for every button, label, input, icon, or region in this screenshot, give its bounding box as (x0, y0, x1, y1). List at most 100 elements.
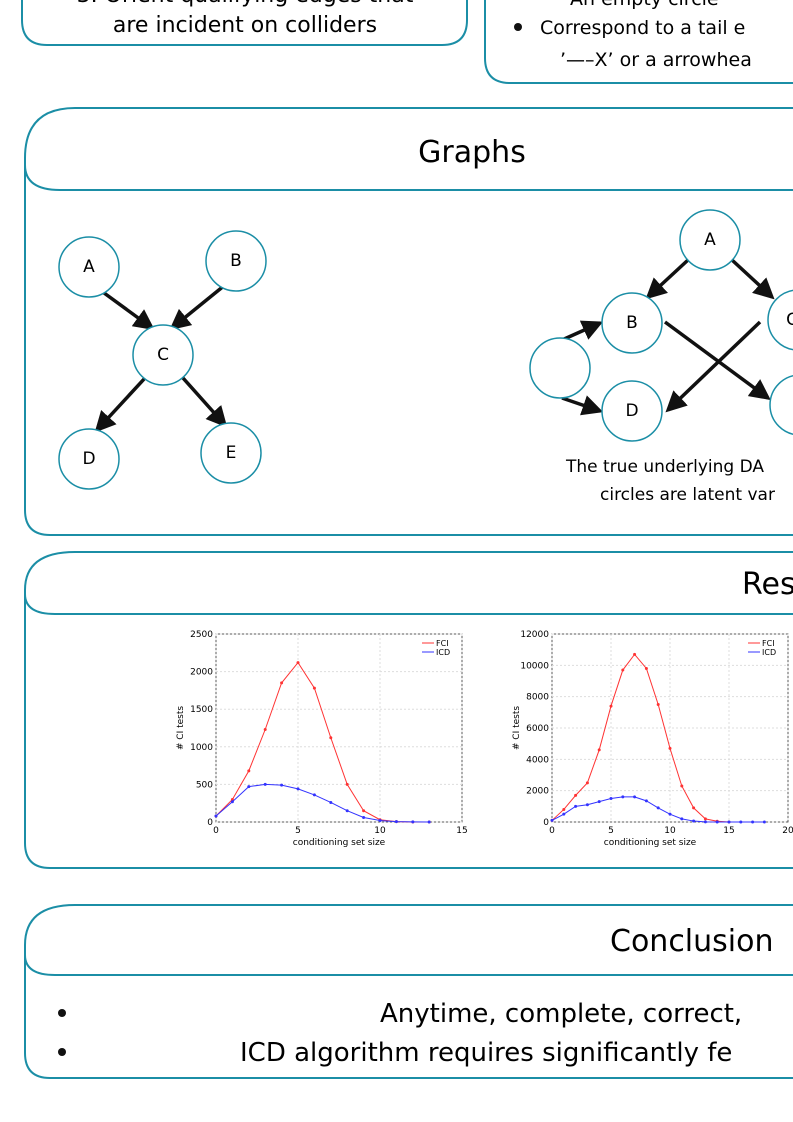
point (715, 820, 719, 824)
text: 3. Orient qualifying edges that (77, 0, 414, 8)
point (609, 704, 613, 708)
node (200, 422, 262, 484)
x-axis-label: conditioning set size (604, 838, 697, 848)
point (668, 746, 672, 750)
node-label: C (786, 310, 793, 330)
node (601, 380, 663, 442)
x-tick-label: 10 (664, 826, 676, 836)
y-tick-label: 12000 (520, 630, 549, 640)
edge (561, 320, 604, 342)
point (692, 806, 696, 810)
text: Correspond to a tail e (540, 17, 745, 39)
point (680, 784, 684, 788)
y-tick-label: 500 (196, 780, 213, 790)
panel-title: Res (742, 567, 793, 602)
node (132, 324, 194, 386)
node-label: A (83, 257, 95, 277)
point (230, 797, 234, 801)
panel-header (24, 164, 793, 191)
point (427, 820, 431, 824)
point (739, 820, 743, 824)
point (362, 815, 366, 819)
x-tick-label: 5 (295, 826, 301, 836)
edge (169, 283, 227, 331)
graph: A B C D E (58, 230, 267, 490)
edge (645, 258, 690, 300)
y-axis-label: # CI tests (176, 706, 186, 750)
y-tick-label: 4000 (526, 755, 549, 765)
x-tick-label: 15 (456, 826, 467, 836)
plot-area (215, 633, 463, 823)
node-label: D (625, 401, 638, 421)
series-line (215, 783, 430, 823)
panel-header (24, 593, 793, 615)
point (362, 809, 366, 813)
node (529, 337, 591, 399)
legend-label: FCI (436, 639, 449, 648)
point (312, 686, 316, 690)
x-tick-label: 0 (213, 826, 219, 836)
edge (181, 376, 228, 428)
point (633, 652, 637, 656)
point (280, 681, 284, 685)
point (762, 820, 766, 824)
point (378, 818, 382, 822)
point (609, 797, 613, 800)
panel (24, 107, 793, 536)
y-tick-label: 1500 (190, 705, 213, 715)
y-tick-label: 0 (543, 818, 549, 828)
node (205, 230, 267, 292)
point (621, 668, 625, 672)
panel (24, 904, 793, 1079)
node-label: C (157, 345, 169, 365)
bullet-text: Anytime, complete, correct, (380, 999, 742, 1029)
point (585, 781, 589, 785)
point (574, 793, 578, 797)
x-tick-label: 20 (782, 826, 793, 836)
edge (663, 320, 771, 401)
text: An empty circle (570, 0, 719, 10)
point (329, 800, 333, 804)
edge (665, 320, 762, 413)
y-tick-label: 10000 (520, 661, 549, 671)
point (411, 820, 415, 824)
legend-label: FCI (762, 639, 775, 648)
panel (24, 551, 793, 869)
point (751, 820, 755, 824)
y-axis-label: # CI tests (512, 706, 522, 750)
bullet (58, 1048, 66, 1056)
point (692, 819, 696, 823)
y-tick-label: 1000 (190, 743, 213, 753)
point (703, 817, 707, 821)
node (767, 289, 793, 351)
point (312, 793, 316, 797)
y-tick-label: 8000 (526, 693, 549, 703)
point (214, 814, 218, 818)
x-tick-label: 10 (374, 826, 386, 836)
text: are incident on colliders (113, 13, 377, 38)
point (656, 806, 660, 810)
y-tick-label: 2500 (190, 630, 213, 640)
edge (94, 376, 147, 433)
caption: The true underlying DA (565, 457, 764, 477)
point (633, 795, 637, 799)
point (668, 812, 672, 816)
point (296, 661, 300, 665)
point (247, 769, 251, 773)
text: ’—–X’ or a arrowhea (560, 49, 752, 71)
graph: A B C D (529, 209, 793, 442)
legend-label: ICD (436, 648, 450, 657)
point (727, 820, 731, 824)
point (345, 809, 349, 813)
node-label: D (82, 449, 95, 469)
node-label: B (626, 313, 638, 333)
point (550, 818, 554, 822)
point (394, 820, 398, 824)
point (263, 728, 267, 732)
point (329, 736, 333, 740)
node (679, 209, 741, 271)
legend-label: ICD (762, 648, 776, 657)
edge (730, 258, 775, 300)
